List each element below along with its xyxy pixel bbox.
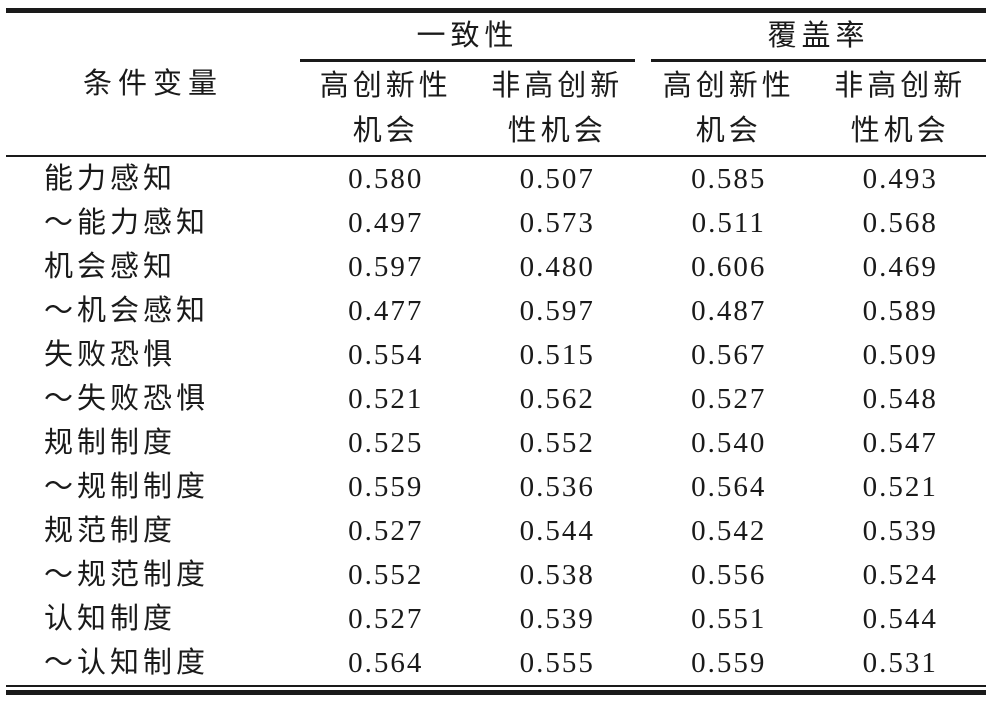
- cell-value: 0.547: [862, 427, 938, 459]
- sub-header-line1: 非高创新: [491, 69, 624, 102]
- cell-value: 0.544: [862, 603, 938, 635]
- group-header-consistency: 一致性: [300, 11, 643, 62]
- cell-value: 0.559: [348, 471, 424, 503]
- row-label: 失败恐惧: [44, 339, 177, 371]
- cell-value: 0.480: [519, 251, 595, 283]
- table-row: 失败恐惧 0.554 0.515 0.567 0.509: [6, 333, 986, 377]
- table-wrapper: 条件变量 一致性 覆盖率 高创新性 机会: [6, 8, 986, 695]
- group-header-consistency-label: 一致性: [416, 20, 519, 52]
- cell-value: 0.525: [348, 427, 424, 459]
- group-header-row: 条件变量 一致性 覆盖率: [6, 10, 986, 157]
- cell-value: 0.521: [348, 383, 424, 415]
- sub-header-coverage-nonhigh: 非高创新 性机会: [814, 62, 986, 157]
- cell-value: 0.564: [348, 647, 424, 679]
- table-row: 规制制度 0.525 0.552 0.540 0.547: [6, 421, 986, 465]
- cell-value: 0.573: [519, 207, 595, 239]
- cell-value: 0.469: [862, 251, 938, 283]
- cell-value: 0.497: [348, 207, 424, 239]
- cell-value: 0.539: [862, 515, 938, 547]
- cell-value: 0.554: [348, 339, 424, 371]
- cell-value: 0.540: [691, 427, 767, 459]
- table-row: 规范制度 0.527 0.544 0.542 0.539: [6, 509, 986, 553]
- cell-value: 0.551: [691, 603, 767, 635]
- cell-value: 0.507: [519, 163, 595, 195]
- cell-value: 0.477: [348, 295, 424, 327]
- cell-value: 0.538: [519, 559, 595, 591]
- cell-value: 0.493: [862, 163, 938, 195]
- row-label: ～能力感知: [44, 207, 210, 239]
- cell-value: 0.536: [519, 471, 595, 503]
- row-label: 规范制度: [44, 515, 177, 547]
- row-label: 能力感知: [44, 163, 177, 195]
- sub-header-row: 高创新性 机会 非高创新 性机会 高创新性 机会 非高创新 性机会: [6, 62, 986, 157]
- cell-value: 0.606: [691, 251, 767, 283]
- table-row: ～规范制度 0.552 0.538 0.556 0.524: [6, 553, 986, 597]
- sub-header-consistency-nonhigh: 非高创新 性机会: [471, 62, 643, 157]
- sub-header-line1: 高创新性: [319, 69, 452, 102]
- cell-value: 0.539: [519, 603, 595, 635]
- sub-header-line2: 机会: [695, 114, 762, 147]
- group-header-coverage-underline: 覆盖率: [651, 13, 986, 62]
- sub-header-line1: 高创新性: [662, 69, 795, 102]
- cell-value: 0.544: [519, 515, 595, 547]
- table-row: ～规制制度 0.559 0.536 0.564 0.521: [6, 465, 986, 509]
- cell-value: 0.552: [348, 559, 424, 591]
- cell-value: 0.527: [691, 383, 767, 415]
- sub-header-line1: 非高创新: [834, 69, 967, 102]
- table-header: 条件变量 一致性 覆盖率 高创新性 机会: [6, 10, 986, 157]
- sub-header-consistency-high: 高创新性 机会: [300, 62, 472, 157]
- table-row: ～认知制度 0.564 0.555 0.559 0.531: [6, 641, 986, 686]
- row-label: ～机会感知: [44, 295, 210, 327]
- cell-value: 0.531: [862, 647, 938, 679]
- sub-header-line2: 机会: [352, 114, 419, 147]
- table-row: 机会感知 0.597 0.480 0.606 0.469: [6, 245, 986, 289]
- cell-value: 0.548: [862, 383, 938, 415]
- cell-value: 0.567: [691, 339, 767, 371]
- cell-value: 0.568: [862, 207, 938, 239]
- sub-header-line2: 性机会: [507, 114, 607, 147]
- cell-value: 0.559: [691, 647, 767, 679]
- sub-header-coverage-high: 高创新性 机会: [643, 62, 815, 157]
- cell-value: 0.487: [691, 295, 767, 327]
- cell-value: 0.524: [862, 559, 938, 591]
- table-row: 能力感知 0.580 0.507 0.585 0.493: [6, 156, 986, 201]
- cell-value: 0.552: [519, 427, 595, 459]
- table-row: ～机会感知 0.477 0.597 0.487 0.589: [6, 289, 986, 333]
- qca-results-table: 条件变量 一致性 覆盖率 高创新性 机会: [6, 8, 986, 687]
- row-label: 认知制度: [44, 603, 177, 635]
- table-body: 能力感知 0.580 0.507 0.585 0.493 ～能力感知 0.497…: [6, 156, 986, 686]
- group-header-consistency-underline: 一致性: [300, 13, 635, 62]
- table-row: ～能力感知 0.497 0.573 0.511 0.568: [6, 201, 986, 245]
- row-label: ～规制制度: [44, 471, 210, 503]
- group-header-coverage: 覆盖率: [643, 11, 986, 62]
- cell-value: 0.515: [519, 339, 595, 371]
- cell-value: 0.527: [348, 603, 424, 635]
- cell-value: 0.589: [862, 295, 938, 327]
- cell-value: 0.580: [348, 163, 424, 195]
- row-label: ～规范制度: [44, 559, 210, 591]
- cell-value: 0.521: [862, 471, 938, 503]
- row-label: ～失败恐惧: [44, 383, 210, 415]
- cell-value: 0.556: [691, 559, 767, 591]
- row-label: 规制制度: [44, 427, 177, 459]
- cell-value: 0.562: [519, 383, 595, 415]
- cell-value: 0.585: [691, 163, 767, 195]
- cell-value: 0.527: [348, 515, 424, 547]
- col-header-condition-variable: 条件变量: [6, 10, 300, 157]
- table-row: 认知制度 0.527 0.539 0.551 0.544: [6, 597, 986, 641]
- group-header-coverage-label: 覆盖率: [767, 20, 870, 52]
- sub-header-line2: 性机会: [850, 114, 950, 147]
- table-row: ～失败恐惧 0.521 0.562 0.527 0.548: [6, 377, 986, 421]
- cell-value: 0.564: [691, 471, 767, 503]
- cell-value: 0.542: [691, 515, 767, 547]
- cell-value: 0.597: [348, 251, 424, 283]
- cell-value: 0.555: [519, 647, 595, 679]
- cell-value: 0.509: [862, 339, 938, 371]
- row-label: ～认知制度: [44, 647, 210, 679]
- cell-value: 0.511: [691, 207, 766, 239]
- cell-value: 0.597: [519, 295, 595, 327]
- row-label: 机会感知: [44, 251, 177, 283]
